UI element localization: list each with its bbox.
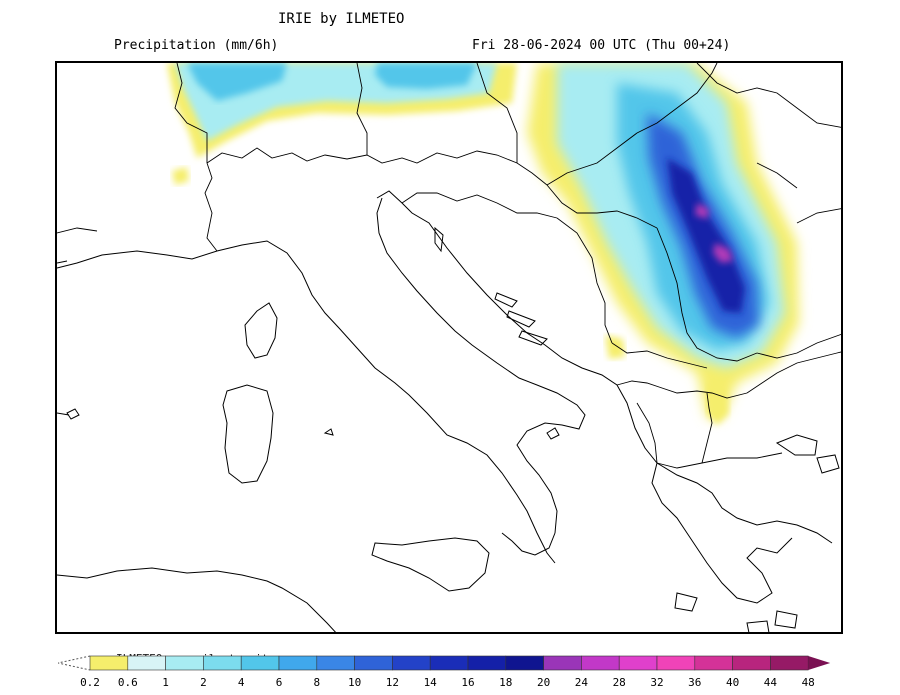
- underflow-triangle: [58, 655, 91, 671]
- precipitation-map: [55, 61, 843, 634]
- scale-tick-label: 32: [650, 676, 664, 689]
- color-swatch: [203, 655, 242, 671]
- scale-tick-label: 40: [725, 676, 740, 689]
- color-swatch: [543, 655, 582, 671]
- scale-tick-label: 16: [461, 676, 475, 689]
- color-swatch: [165, 655, 204, 671]
- precip-alps-moderate: [187, 63, 477, 101]
- color-swatch: [392, 655, 431, 671]
- chart-title: IRIE by ILMETEO: [278, 11, 405, 27]
- color-swatch: [467, 655, 507, 671]
- color-swatch: [618, 655, 658, 671]
- color-swatch: [240, 655, 280, 671]
- scale-tick-label: 1: [162, 676, 169, 689]
- precip-balkans-extreme: [695, 203, 733, 263]
- scale-tick-label: 10: [347, 676, 362, 689]
- precipitation-layer: [167, 63, 799, 425]
- scale-tick-label: 28: [612, 676, 626, 689]
- color-swatch: [429, 655, 469, 671]
- map-canvas: [57, 63, 841, 632]
- scale-tick-label: 36: [688, 676, 702, 689]
- scale-tick-label: 0.2: [80, 676, 100, 689]
- scale-tick-label: 24: [574, 676, 589, 689]
- valid-time-label: Fri 28-06-2024 00 UTC (Thu 00+24): [472, 38, 731, 53]
- precip-balkans-very-high: [667, 158, 745, 313]
- color-swatch: [505, 655, 544, 671]
- country-borders: [57, 63, 841, 469]
- color-swatch: [89, 655, 129, 671]
- variable-label: Precipitation (mm/6h): [114, 38, 279, 53]
- color-swatch: [581, 655, 620, 671]
- color-swatch: [694, 655, 733, 671]
- color-swatch: [354, 655, 393, 671]
- scale-tick-label: 14: [423, 676, 437, 689]
- color-swatch: [316, 655, 355, 671]
- color-swatch: [127, 655, 166, 671]
- scale-tick-label: 20: [536, 676, 551, 689]
- color-swatch: [278, 655, 318, 671]
- scale-tick-label: 8: [313, 676, 321, 689]
- color-swatch: [770, 655, 809, 671]
- scale-tick-label: 48: [801, 676, 815, 689]
- scale-tick-label: 0.6: [117, 676, 138, 689]
- scale-tick-label: 44: [763, 676, 778, 689]
- color-swatch: [656, 655, 696, 671]
- color-scale-bar: [58, 655, 831, 671]
- scale-tick-label: 4: [237, 676, 245, 689]
- scale-tick-label: 12: [385, 676, 400, 689]
- color-swatch: [732, 655, 771, 671]
- scale-tick-label: 18: [499, 676, 513, 689]
- scale-tick-label: 6: [275, 676, 283, 689]
- precip-spot-yellow: [172, 167, 189, 185]
- precip-albania-light: [605, 335, 625, 359]
- overflow-triangle: [808, 656, 831, 670]
- scale-tick-label: 2: [200, 676, 207, 689]
- coastlines: [57, 190, 840, 632]
